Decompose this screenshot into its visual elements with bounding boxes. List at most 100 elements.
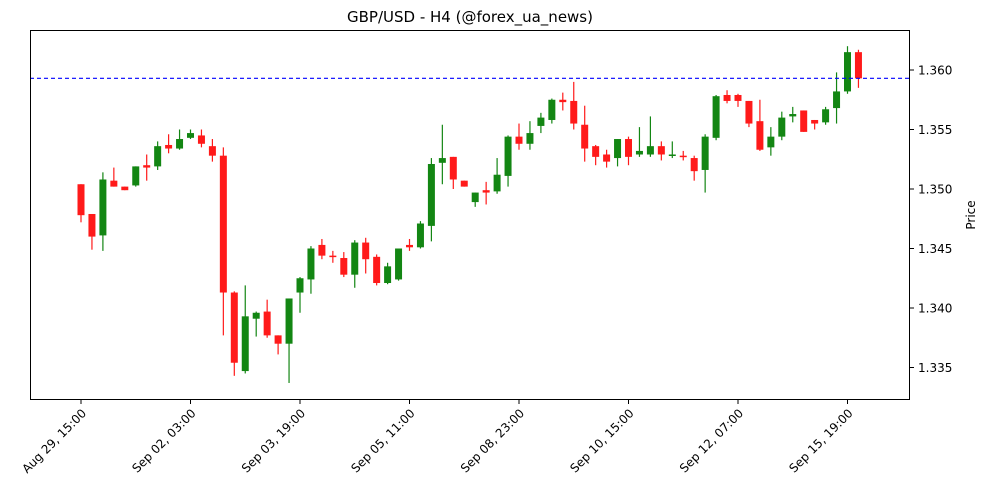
candle-body <box>285 298 293 344</box>
candle-body <box>833 91 841 109</box>
candle <box>603 149 611 168</box>
x-tick-label: Sep 12, 07:00 <box>677 406 746 475</box>
candle <box>406 238 413 251</box>
candle <box>318 238 326 260</box>
candle-body <box>187 133 194 138</box>
candle <box>384 262 392 285</box>
y-tick-label: 1.340 <box>918 302 952 316</box>
candle-body <box>351 242 359 275</box>
candle <box>635 127 643 157</box>
x-axis: Aug 29, 15:00 Sep 02, 03:00 Sep 03, 19:00 S… <box>19 400 856 476</box>
candle <box>581 105 589 162</box>
candle <box>165 134 173 154</box>
candle <box>778 111 786 141</box>
candle-body <box>88 213 96 237</box>
candle-body <box>197 135 205 144</box>
candle <box>789 106 797 123</box>
candle-body <box>143 165 151 168</box>
candle <box>526 121 534 150</box>
candle <box>592 144 600 166</box>
candle-body <box>526 133 534 144</box>
candle-body <box>329 255 337 258</box>
candle-body <box>416 223 424 248</box>
candle-body <box>307 248 315 280</box>
candle-body <box>504 136 512 176</box>
candle-body <box>559 99 567 103</box>
candle-body <box>635 150 643 155</box>
candle <box>351 240 359 288</box>
candle-body <box>701 136 709 170</box>
candle <box>263 299 271 338</box>
x-tick-label: Sep 15, 19:00 <box>786 406 855 475</box>
candle-body <box>581 124 589 149</box>
candle <box>241 285 249 374</box>
candle <box>121 186 129 191</box>
candle <box>176 129 184 150</box>
x-tick-label: Sep 03, 19:00 <box>239 406 308 475</box>
candle <box>395 248 403 281</box>
candle <box>307 246 315 294</box>
candle-body <box>811 119 819 124</box>
candle-body <box>471 192 479 203</box>
candle-body <box>208 146 216 156</box>
candle-body <box>99 179 107 236</box>
candle <box>143 154 151 181</box>
candle-body <box>230 292 238 363</box>
candle-body <box>132 166 140 186</box>
candle <box>833 72 841 124</box>
candle-body <box>614 139 622 159</box>
candle-body <box>789 114 797 117</box>
candle-body <box>723 94 731 101</box>
candle <box>274 335 282 355</box>
candle <box>230 291 238 376</box>
candle-body <box>548 99 556 120</box>
candle <box>154 141 162 170</box>
candle <box>854 49 862 88</box>
candle-body <box>274 335 282 344</box>
candle-body <box>625 139 632 157</box>
candle <box>296 277 304 313</box>
candle-body <box>482 190 490 193</box>
candle-body <box>778 117 786 137</box>
candle <box>614 139 622 167</box>
candle-body <box>800 110 808 132</box>
candle <box>625 136 632 166</box>
candle <box>701 134 709 193</box>
y-tick-label: 1.350 <box>918 183 952 197</box>
candle-body <box>570 100 578 124</box>
candle <box>362 237 370 274</box>
candle <box>132 166 140 187</box>
candle-body <box>395 248 403 280</box>
candle-body <box>690 158 698 172</box>
y-axis-label: Price <box>964 200 978 229</box>
candle-body <box>646 146 654 155</box>
candle <box>756 99 764 151</box>
y-axis: 1.335 1.340 1.345 1.350 1.355 1.360 <box>910 64 952 375</box>
x-tick-label: Sep 10, 15:00 <box>567 406 636 475</box>
candles <box>77 46 862 383</box>
candle-body <box>77 184 85 216</box>
candle <box>570 81 578 130</box>
candle-body <box>712 96 720 138</box>
candle <box>504 135 512 187</box>
candle-body <box>318 244 326 256</box>
candle-body <box>427 164 435 226</box>
candle <box>800 110 808 132</box>
candle-body <box>745 100 753 124</box>
candle <box>208 139 216 162</box>
candle-body <box>263 311 271 336</box>
candle <box>690 155 698 181</box>
candle <box>187 129 194 140</box>
candle-body <box>493 174 501 192</box>
y-tick-label: 1.355 <box>918 123 952 137</box>
y-tick-label: 1.345 <box>918 242 952 256</box>
candle-body <box>603 154 611 162</box>
candle-body <box>110 180 118 187</box>
candle <box>416 221 424 249</box>
candle-body <box>165 144 173 149</box>
x-tick-label: Sep 05, 11:00 <box>348 406 417 475</box>
candle <box>460 180 468 187</box>
candle <box>723 90 731 104</box>
